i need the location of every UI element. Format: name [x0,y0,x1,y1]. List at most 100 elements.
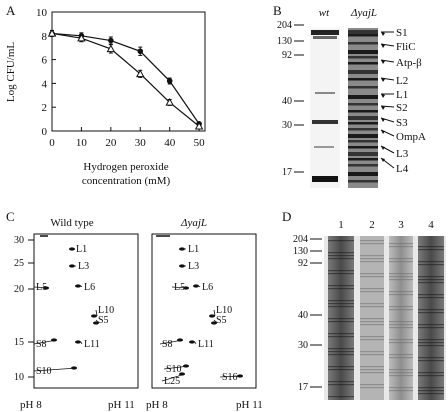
gel-d-band [328,384,354,386]
gel-d-band [328,273,354,275]
gel-d-band [389,354,413,356]
lane-number-3: 3 [398,219,404,231]
gel-d-band [328,351,354,353]
gel-d-band [418,297,444,299]
gel-band [348,146,378,149]
lane-number-4: 4 [428,219,434,231]
band-label: L1 [396,89,408,101]
gel-band [348,30,378,34]
gel-d-band [389,273,413,275]
data-point-circle [137,48,144,55]
gel-d-band [418,282,444,284]
gel-d-band [418,372,444,374]
wt-lane [310,28,340,188]
gel-band [348,78,378,81]
gel-d-band [360,303,384,305]
gel-band [348,34,378,37]
data-point-triangle [77,33,86,42]
gel-d-band [360,276,384,278]
band-label: L4 [396,163,409,175]
band-arrow [380,43,395,47]
spot-leader [33,339,58,345]
data-point-triangle [47,28,57,37]
gel-band [348,50,378,54]
spot-label: S8 [36,339,47,350]
data-point-triangle [136,69,145,78]
spot-leader [161,373,186,382]
gel-title-mut: ΔyajL [180,217,207,229]
panel-a-letter: A [6,3,16,18]
protein-spot [75,284,81,288]
band-label: FliC [396,41,416,53]
gel-band [348,158,378,161]
gel-d-band [418,294,444,296]
gel-d-band [360,255,384,257]
gel-d-band [418,279,444,281]
gel-d-band [389,294,413,296]
protein-spot [69,264,75,268]
mw-label-17: 17 [282,167,292,178]
gel-d-band [389,387,413,389]
spot-label: S8 [162,339,173,350]
gel-d-band [328,333,354,335]
gel-d-band [360,339,384,341]
spot-label: L25 [164,376,180,387]
gel-d-band [328,366,354,368]
gel-d-band [328,321,354,323]
gel-band [348,152,378,156]
spot-leader [80,285,83,288]
spot-leader [171,286,190,289]
gel-band [348,62,378,65]
band-arrowhead [381,158,385,162]
gel-d-band [418,246,444,248]
protein-spot [209,314,215,318]
spot-label: L6 [202,282,213,293]
gel-d-band [389,369,413,371]
gel-d-band [418,312,444,314]
gel-d-band [418,261,444,263]
gel-d-band [360,372,384,374]
d-mw-204: 204 [293,234,308,245]
gel-d-band [360,273,384,275]
band-arrowhead [381,94,385,98]
mut-lane [348,28,378,188]
gel-d-band [418,390,444,392]
spot-leader [95,319,100,324]
lane-number-2: 2 [369,219,375,231]
x-axis-label-line1: Hydrogen peroxide [83,161,168,173]
spot-label: L5 [36,282,47,293]
gel-band [348,110,378,113]
spot-label: S16 [222,372,238,383]
gel-band [348,164,378,167]
spot-leader [194,341,197,345]
mw-label-30: 30 [282,120,292,131]
ph-low-left: pH 8 [20,399,42,411]
gel-d-band [418,375,444,377]
gel-d-band [360,336,384,338]
gel-d-band [418,357,444,359]
y-tick-label: 8 [42,31,48,43]
gel-d-band [360,324,384,326]
d-mw-40: 40 [298,310,308,321]
gel-d-band [360,351,384,353]
gel-d-band [360,243,384,245]
spot-label: L1 [188,244,199,255]
gel-title-wild: Wild type [50,217,93,229]
protein-spot [69,247,75,251]
gel-d-band [328,318,354,320]
mw-label-130: 130 [277,36,292,47]
gel-frame-wild [33,233,139,389]
x-tick-label: 10 [76,137,88,149]
lane-label-wt: wt [319,7,330,19]
plot-frame [51,11,206,132]
spot-label: S10 [166,364,182,375]
gel-d-band [328,288,354,290]
band-arrowhead [381,118,385,122]
gel-d-band [360,261,384,263]
twod-gels: Wild type ΔyajL 30 25 20 15 10 pH 8 pH 1… [14,217,263,411]
spot-label: L11 [198,339,214,350]
band-label: S2 [396,102,408,114]
spot-leader [33,286,50,289]
gel-d-band [360,318,384,320]
gel-d-band [360,321,384,323]
